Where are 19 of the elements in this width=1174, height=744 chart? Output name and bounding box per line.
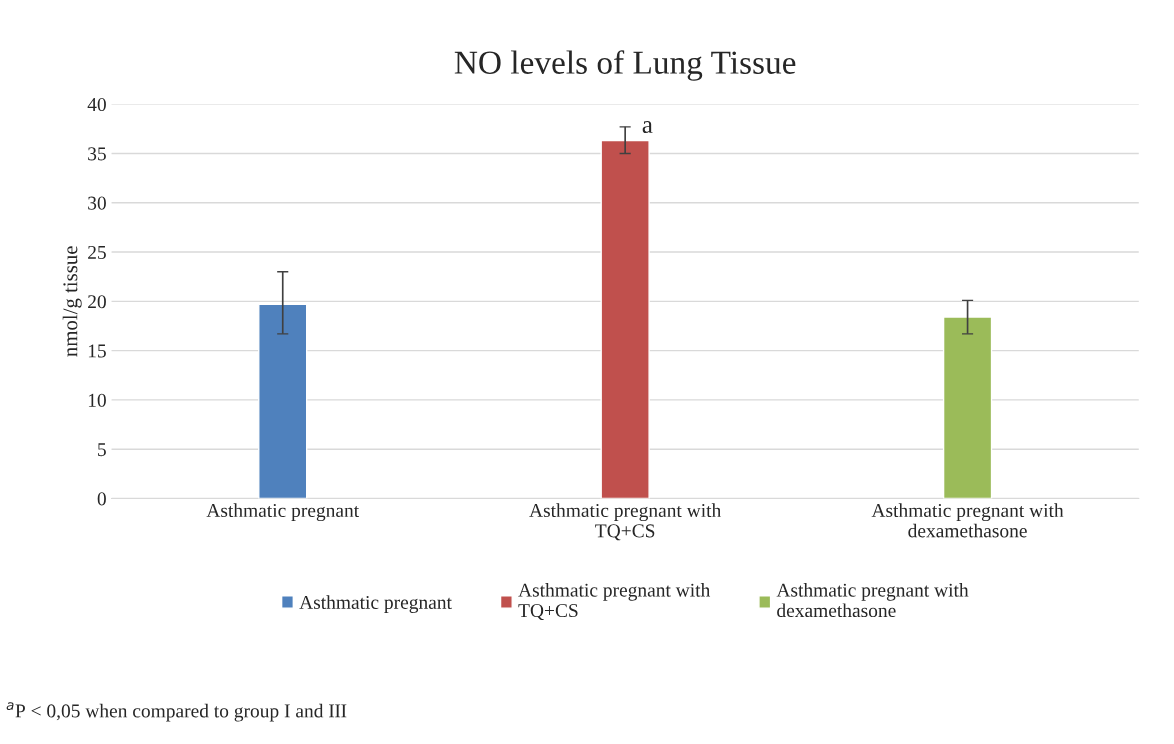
y-tick-label: 20: [88, 295, 106, 309]
y-tick-label: 15: [88, 344, 106, 358]
y-tick-label: 0: [97, 492, 106, 506]
y-tick-label: 10: [88, 393, 106, 407]
text: $^{a}$P < 0,05 when compared to group I and III: [6, 702, 347, 722]
y-tick-label: 40: [87, 97, 106, 112]
legend-label: Asthmatic pregnant with TQ+CS: [518, 583, 711, 621]
y-tick-label: 30: [88, 196, 106, 210]
x-tick-label: Asthmatic pregnant: [206, 503, 360, 522]
y-tick-label: 5: [98, 443, 106, 457]
y-tick-label: 25: [88, 245, 106, 259]
y-axis-title: nmol/g tissue: [62, 246, 82, 357]
annotation: a: [642, 121, 653, 134]
x-tick-label: Asthmatic pregnant with TQ+CS: [529, 503, 722, 541]
legend-label: Asthmatic pregnant: [299, 595, 452, 613]
y-tick-label: 35: [88, 147, 106, 161]
x-tick-label: Asthmatic pregnant with dexamethasone: [871, 503, 1064, 538]
legend-label: Asthmatic pregnant with dexamethasone: [776, 583, 969, 618]
chart-title: NO levels of Lung Tissue: [454, 50, 796, 81]
